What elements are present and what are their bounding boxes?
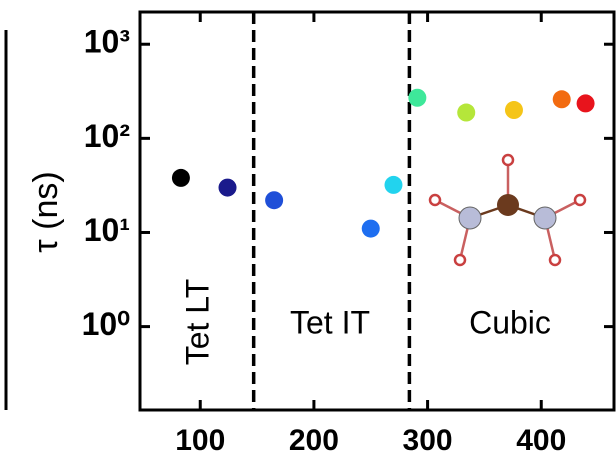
- molecule-inset: [430, 155, 585, 265]
- y-tick-label: 10⁰: [82, 306, 131, 342]
- x-tick-label: 100: [175, 424, 225, 457]
- x-tick-label: 200: [289, 424, 339, 457]
- data-point: [172, 169, 190, 187]
- data-point: [457, 104, 475, 122]
- data-point: [408, 89, 426, 107]
- data-point: [384, 176, 402, 194]
- y-tick-label: 10²: [84, 118, 130, 154]
- region-label: Cubic: [469, 304, 551, 340]
- data-point: [577, 94, 595, 112]
- x-tick-label: 300: [403, 424, 453, 457]
- data-point: [362, 220, 380, 238]
- y-tick-label: 10³: [84, 24, 130, 60]
- data-point: [265, 191, 283, 209]
- y-axis-title: τ (ns): [27, 171, 65, 252]
- x-tick-label: 400: [516, 424, 566, 457]
- data-point: [219, 179, 237, 197]
- y-tick-label: 10¹: [84, 212, 130, 248]
- region-label: Tet IT: [290, 304, 370, 340]
- chart: τ (ns) Tet LT Tet IT Cubic 10⁰ 10¹ 10² 10³ 1…: [0, 0, 616, 466]
- region-label: Tet LT: [179, 279, 215, 366]
- data-point: [505, 101, 523, 119]
- data-point: [553, 90, 571, 108]
